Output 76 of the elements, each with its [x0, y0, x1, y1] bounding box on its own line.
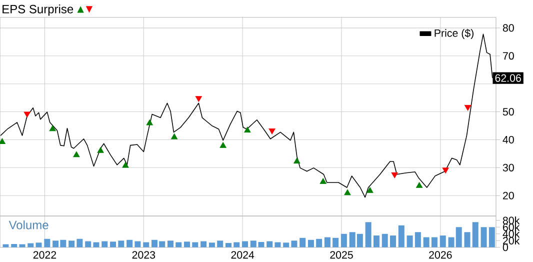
point: [416, 182, 423, 188]
chart-title: EPS Surprise: [2, 4, 74, 16]
bar: [184, 242, 190, 248]
bar: [200, 241, 207, 248]
bar: [431, 237, 438, 248]
y-tick-label: 80: [502, 24, 514, 32]
bar: [316, 238, 322, 248]
bar: [36, 242, 42, 248]
bar: [406, 236, 413, 248]
point: [220, 142, 226, 148]
point: [344, 189, 351, 196]
bar: [44, 238, 50, 248]
legend-label: Price ($): [434, 28, 474, 40]
bar: [373, 236, 380, 248]
x-tick-label: 2023: [132, 251, 156, 259]
bar: [488, 227, 495, 248]
bar: [134, 241, 141, 248]
point: [294, 158, 300, 164]
bar: [308, 240, 314, 248]
bar: [76, 238, 83, 248]
x-tick-label: 2024: [231, 251, 254, 259]
x-tick-label: 2022: [33, 251, 56, 259]
x-tick-label: 2026: [429, 251, 452, 259]
bar: [283, 242, 290, 248]
point: [73, 151, 80, 158]
y-tick-label: 70: [503, 52, 514, 60]
bar: [126, 240, 133, 248]
bar: [110, 242, 116, 248]
point: [244, 126, 251, 132]
annotation: 62.06: [495, 74, 521, 82]
point: [268, 128, 276, 134]
bar: [85, 241, 92, 248]
bar: [423, 237, 430, 248]
bar: [440, 236, 446, 248]
bar: [365, 222, 372, 248]
bar: [464, 232, 470, 248]
bar: [102, 241, 108, 248]
point: [464, 105, 472, 111]
point: [97, 147, 104, 153]
bar: [332, 238, 339, 248]
point: [122, 162, 129, 168]
bar: [390, 236, 396, 248]
bar: [118, 240, 124, 248]
bar: [340, 234, 347, 248]
bar: [68, 240, 75, 248]
point: [171, 133, 178, 140]
bar: [242, 241, 248, 248]
bar: [472, 222, 478, 248]
y-tick-label: 50: [502, 108, 514, 116]
y-tick-label: 0: [502, 244, 508, 252]
point: [195, 96, 202, 102]
point: [366, 187, 374, 193]
chart-title: Volume: [8, 220, 48, 230]
bar: [266, 241, 273, 248]
y-tick-label: 30: [502, 164, 514, 172]
point: [0, 138, 6, 144]
bar: [480, 227, 487, 248]
point: [320, 178, 326, 184]
y-tick-label: 40k: [502, 230, 520, 238]
point: [24, 112, 30, 118]
bar: [291, 240, 298, 248]
x-tick-label: 2025: [330, 251, 353, 259]
bar: [208, 242, 215, 248]
bar: [324, 237, 330, 248]
y-tick-label: 80k: [502, 216, 520, 224]
bar: [300, 238, 306, 248]
bar: [217, 240, 224, 248]
bar: [414, 232, 421, 248]
bar: [382, 234, 388, 248]
point: [49, 125, 56, 132]
bar: [167, 240, 174, 248]
point: [146, 120, 153, 126]
y-tick-label: 40: [502, 136, 514, 144]
bar: [398, 225, 404, 248]
bar: [225, 242, 232, 248]
y-tick-label: 20: [503, 192, 514, 200]
